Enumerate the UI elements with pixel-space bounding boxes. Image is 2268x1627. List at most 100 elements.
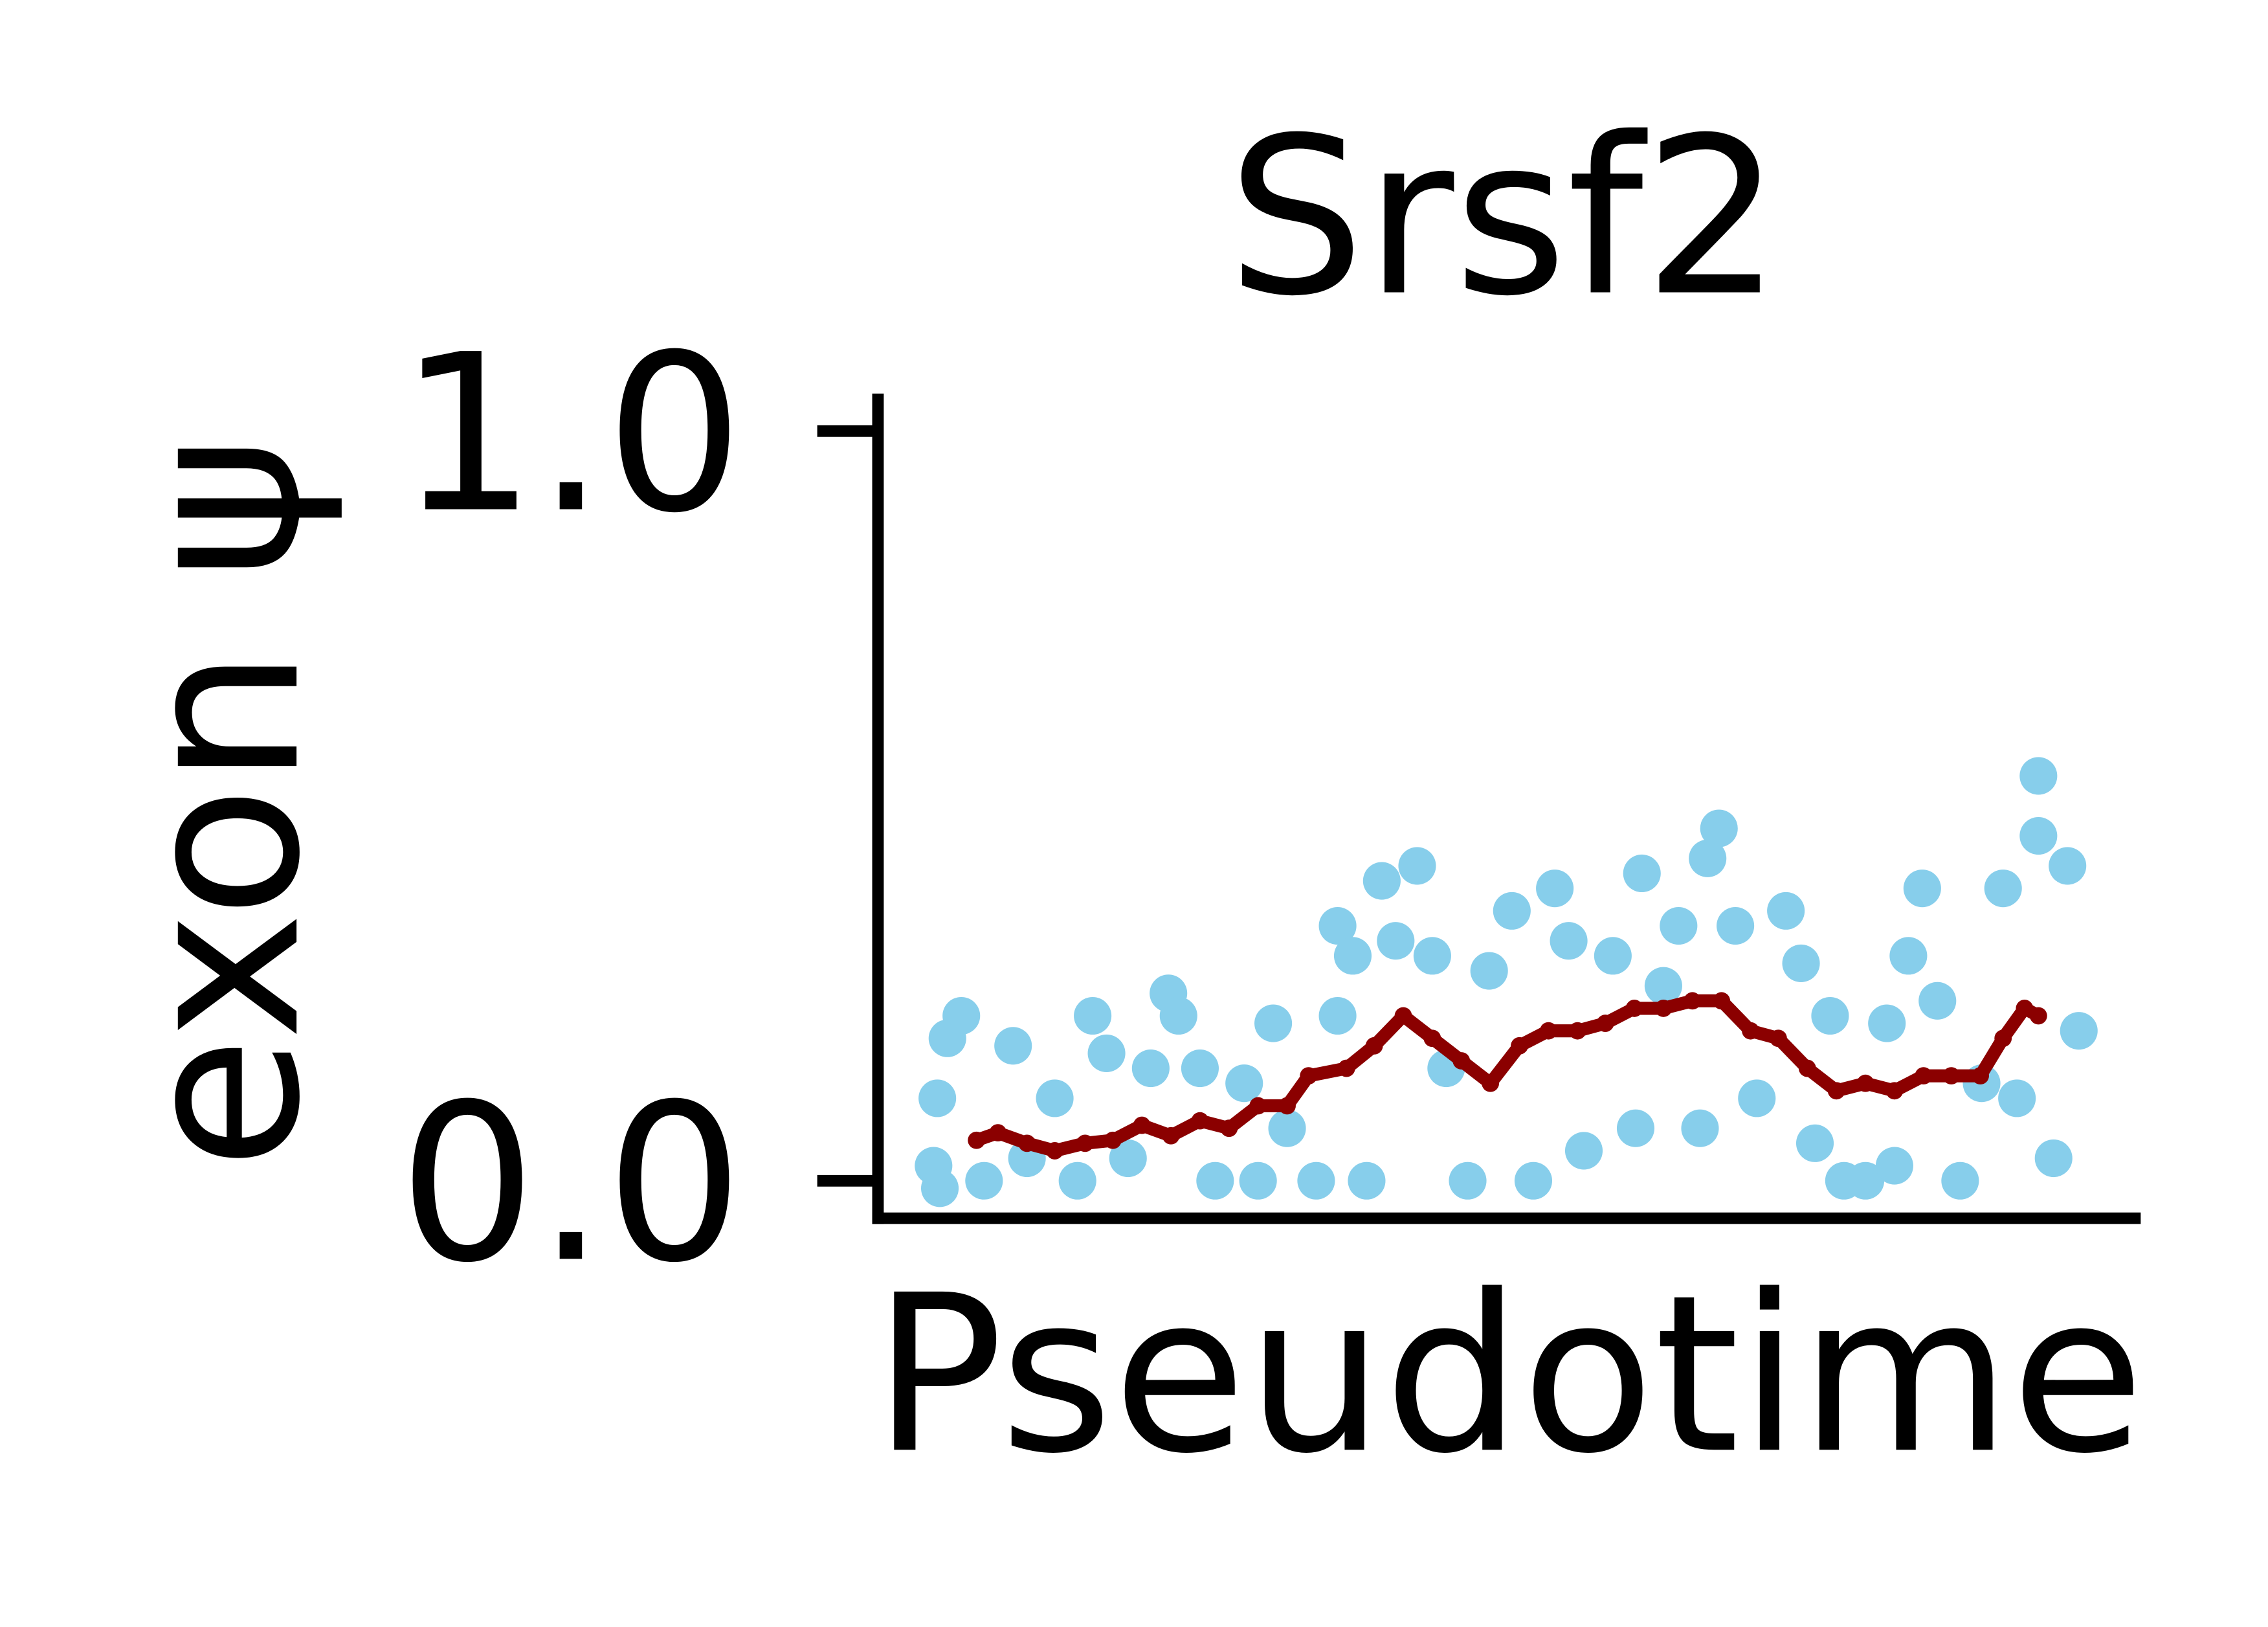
data-point [965,1161,1003,1200]
data-point [1318,906,1357,945]
data-point [1767,892,1805,930]
trend-point [1394,1007,1412,1025]
y-tick-label: 0.0 [399,1058,744,1310]
trend-point [1018,1134,1036,1152]
data-point [1225,1064,1263,1103]
data-point [1159,996,1197,1035]
data-point [1449,1161,1487,1200]
plot-area: 0.0 1.0 [399,308,2141,1310]
data-point [1782,944,1820,982]
trend-point [1625,1000,1643,1017]
data-point [1623,854,1661,893]
data-point [1413,937,1451,975]
data-point [1036,1079,1074,1117]
x-axis-label: Pseudotime [873,1249,2144,1501]
trend-point [1423,1029,1441,1048]
data-point [921,1169,959,1207]
data-point [1268,1109,1306,1147]
trend-point [1654,1000,1673,1017]
data-point [1738,1079,1776,1117]
data-point [1398,847,1436,885]
trend-point [1162,1127,1180,1145]
data-point [1717,906,1755,945]
data-point [1700,809,1738,847]
data-point [1131,1049,1170,1088]
trend-point [1915,1067,1933,1085]
data-point [1594,937,1632,975]
trend-point [1539,1022,1557,1040]
data-point [2060,1012,2098,1050]
data-point [1644,967,1682,1005]
trend-point [1596,1015,1614,1032]
trend-point [2016,1000,2034,1017]
data-point [1109,1139,1147,1178]
data-point [1941,1161,1979,1200]
data-point [1470,952,1508,990]
trend-point [1191,1112,1209,1130]
trend-point [1337,1059,1355,1077]
data-point [1196,1161,1234,1200]
trend-point [2029,1007,2047,1025]
data-point [1254,1004,1293,1042]
trend-point [968,1131,986,1149]
data-point [1689,839,1727,877]
data-point [918,1079,957,1117]
trend-point [1994,1029,2012,1048]
trend-point [1482,1074,1500,1092]
data-point [1536,870,1574,908]
trend-point [1827,1082,1845,1100]
trend-point [1856,1074,1874,1092]
trend-point [1278,1097,1296,1115]
data-point [1058,1161,1096,1200]
y-axis-label: exon ψ [96,436,348,1171]
data-point [1318,996,1357,1035]
data-point [1297,1161,1335,1200]
trend-point [1365,1037,1383,1055]
data-point [1681,1109,1719,1147]
data-point [1889,937,1928,975]
data-point [1903,870,1941,908]
data-point [1333,937,1372,975]
trend-point [1046,1142,1063,1160]
data-point [1847,1161,1885,1200]
data-point [1984,870,2022,908]
data-point [994,1027,1032,1065]
data-point [942,996,981,1035]
data-point [2049,847,2087,885]
data-point [1239,1161,1277,1200]
data-point [1564,1132,1603,1170]
trend-point [1742,1022,1759,1040]
trend-point [1684,992,1702,1010]
data-point [1362,862,1401,900]
data-point [1796,1124,1834,1162]
data-point [1514,1161,1553,1200]
data-point [2019,757,2058,795]
trend-point [1220,1119,1238,1138]
trend-point [1942,1067,1961,1085]
trend-point [1511,1037,1528,1055]
data-point [1493,892,1531,930]
trend-point [1770,1029,1787,1048]
trend-point [1972,1067,1989,1085]
trend-point [1452,1052,1471,1070]
trend-point [1300,1067,1318,1085]
trend-point [1076,1134,1094,1152]
trend-point [1249,1097,1267,1115]
trend-point [1798,1059,1816,1077]
data-point [1998,1079,2036,1117]
y-tick-label: 1.0 [399,308,744,561]
data-point [1550,922,1588,960]
data-point [1616,1109,1655,1147]
chart-title: Srsf2 [1227,91,1781,344]
data-point [1377,922,1415,960]
data-point [1918,982,1957,1020]
data-point [1087,1034,1126,1072]
data-point [1181,1049,1219,1088]
trend-point [1713,992,1731,1010]
data-point [1660,906,1698,945]
trend-point [1104,1131,1122,1149]
data-point [2019,817,2058,855]
data-point [1811,996,1849,1035]
